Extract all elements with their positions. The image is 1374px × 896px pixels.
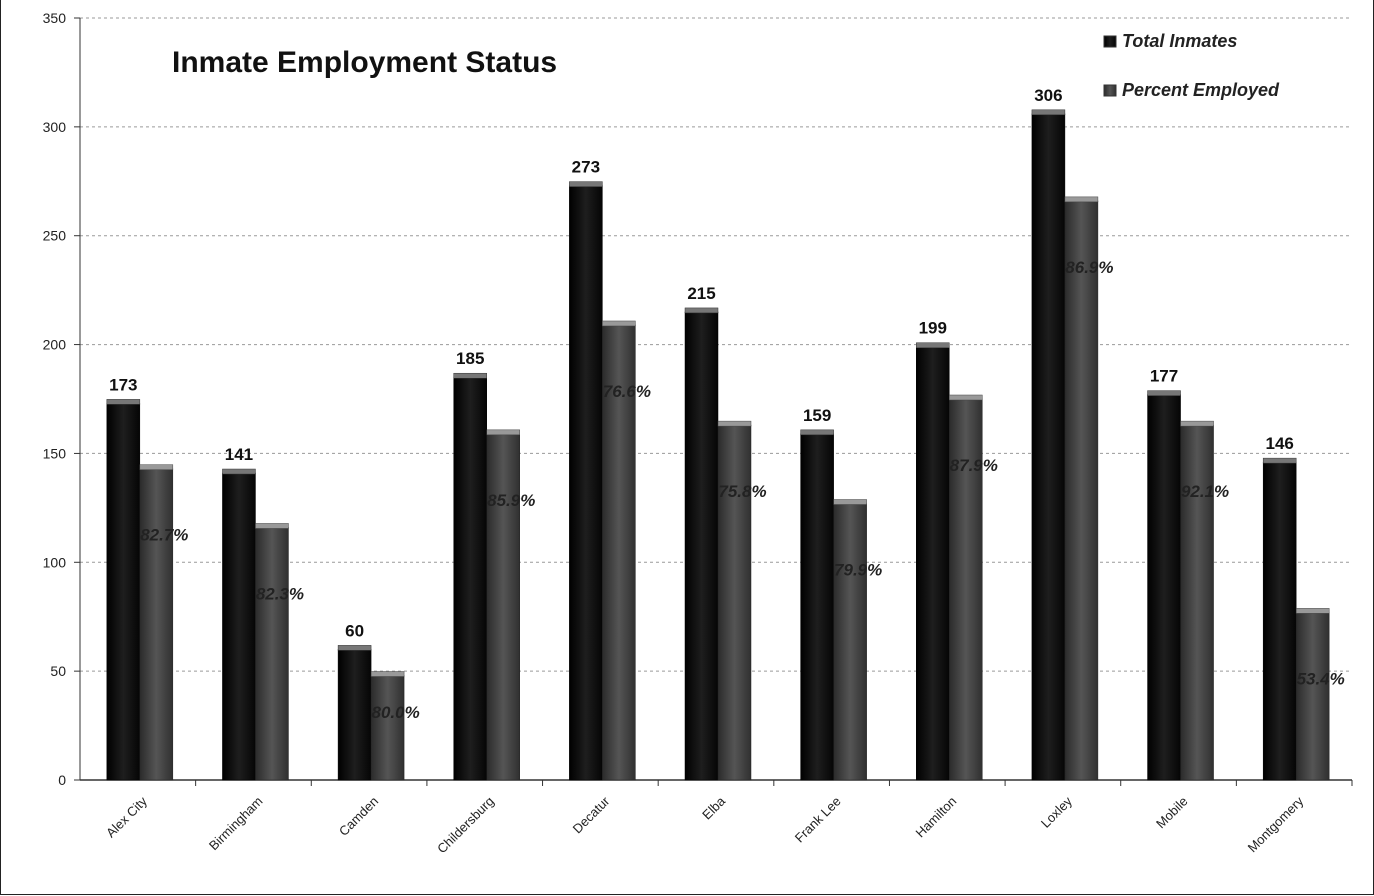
bar-percent-employed xyxy=(1064,200,1099,781)
bar-total-inmates-top xyxy=(222,468,256,475)
data-label-total: 185 xyxy=(456,349,484,368)
bar-percent-employed-top xyxy=(1064,196,1099,203)
bar-percent-employed xyxy=(139,468,174,781)
bar-percent-employed-top xyxy=(1180,420,1214,427)
data-label-percent: 53.4% xyxy=(1297,669,1345,688)
y-tick-label: 0 xyxy=(58,772,66,788)
bars xyxy=(106,109,1330,781)
data-label-percent: 85.9% xyxy=(487,491,535,510)
bar-total-inmates-top xyxy=(453,372,487,379)
bar-percent-employed-top xyxy=(833,499,867,505)
legend: Total Inmates Percent Employed xyxy=(1103,31,1280,100)
legend-swatch-percent-employed xyxy=(1103,84,1117,97)
y-tick-label: 300 xyxy=(43,119,67,135)
bar-percent-employed xyxy=(1295,612,1330,781)
bar-total-inmates xyxy=(916,346,950,781)
x-category-label: Decatur xyxy=(570,793,613,836)
data-label-total: 215 xyxy=(687,284,715,303)
bar-percent-employed xyxy=(370,675,405,781)
bar-total-inmates xyxy=(800,433,834,781)
data-label-percent: 87.9% xyxy=(950,456,998,475)
bar-total-inmates-top xyxy=(1262,457,1297,464)
bar-total-inmates xyxy=(684,311,719,781)
data-label-percent: 86.9% xyxy=(1065,258,1113,277)
bar-total-inmates xyxy=(453,376,487,781)
data-label-percent: 82.3% xyxy=(256,584,304,603)
data-label-percent: 82.7% xyxy=(140,526,188,545)
x-category-label: Mobile xyxy=(1153,794,1191,832)
bar-total-inmates-top xyxy=(1031,109,1066,116)
data-labels: 173 82.7% 141 82.3% 60 80.0% 185 85.9% 273 76.6% 2… xyxy=(109,86,1345,722)
bar-percent-employed-top xyxy=(1295,608,1330,614)
bar-percent-employed-top xyxy=(949,394,983,401)
bar-total-inmates xyxy=(337,649,372,781)
x-category-label: Birmingham xyxy=(206,794,266,854)
y-tick-label: 100 xyxy=(43,554,67,570)
x-category-label: Elba xyxy=(699,793,729,823)
legend-swatch-total-inmates xyxy=(1103,35,1117,48)
bar-total-inmates-top xyxy=(106,399,141,405)
y-tick-label: 350 xyxy=(43,10,67,26)
data-label-total: 141 xyxy=(225,445,253,464)
bar-total-inmates xyxy=(569,185,603,781)
bar-percent-employed xyxy=(602,324,636,781)
bar-total-inmates xyxy=(1147,394,1181,781)
y-tick-label: 150 xyxy=(43,445,67,461)
bar-total-inmates xyxy=(106,403,141,781)
data-label-total: 306 xyxy=(1034,86,1062,105)
data-label-percent: 76.6% xyxy=(603,382,651,401)
x-category-label: Hamilton xyxy=(913,794,960,841)
legend-label-percent-employed: Percent Employed xyxy=(1122,80,1280,100)
y-tick-label: 50 xyxy=(50,663,66,679)
bar-percent-employed-top xyxy=(370,671,405,677)
bar-total-inmates-top xyxy=(916,342,950,348)
y-tick-label: 200 xyxy=(43,337,67,353)
bar-percent-employed xyxy=(1180,424,1214,781)
bar-percent-employed xyxy=(255,527,289,781)
bar-total-inmates xyxy=(1262,461,1297,781)
bar-percent-employed-top xyxy=(139,464,174,470)
x-category-label: Camden xyxy=(336,794,381,839)
data-label-percent: 75.8% xyxy=(718,482,766,501)
bar-total-inmates-top xyxy=(569,181,603,187)
bar-percent-employed xyxy=(949,398,983,781)
data-label-percent: 92.1% xyxy=(1181,482,1229,501)
bar-percent-employed-top xyxy=(486,429,520,436)
bar-total-inmates-top xyxy=(800,429,834,436)
bar-percent-employed xyxy=(486,433,520,781)
x-category-label: Childersburg xyxy=(434,794,497,857)
data-label-total: 173 xyxy=(109,375,137,394)
bar-percent-employed xyxy=(717,424,752,781)
data-label-percent: 80.0% xyxy=(371,703,419,722)
bar-total-inmates xyxy=(222,472,256,781)
chart-title: Inmate Employment Status xyxy=(172,46,557,79)
bar-percent-employed xyxy=(833,503,867,781)
data-label-percent: 79.9% xyxy=(834,561,882,580)
bar-total-inmates-top xyxy=(337,645,372,651)
data-label-total: 273 xyxy=(572,158,600,177)
y-tick-label: 250 xyxy=(43,228,67,244)
x-category-label: Alex City xyxy=(103,793,150,840)
bar-percent-employed-top xyxy=(602,320,636,327)
data-label-total: 159 xyxy=(803,406,831,425)
bar-total-inmates-top xyxy=(1147,390,1181,396)
x-category-label: Loxley xyxy=(1038,793,1076,831)
x-category-label: Frank Lee xyxy=(792,794,844,846)
data-label-total: 60 xyxy=(345,621,364,640)
bar-percent-employed-top xyxy=(255,523,289,529)
legend-label-total-inmates: Total Inmates xyxy=(1122,31,1237,51)
bar-total-inmates xyxy=(1031,113,1066,781)
bar-percent-employed-top xyxy=(717,420,752,427)
x-category-label: Montgomery xyxy=(1245,793,1307,855)
data-label-total: 177 xyxy=(1150,367,1178,386)
bar-total-inmates-top xyxy=(684,307,719,314)
data-label-total: 199 xyxy=(919,319,947,338)
data-label-total: 146 xyxy=(1265,434,1293,453)
